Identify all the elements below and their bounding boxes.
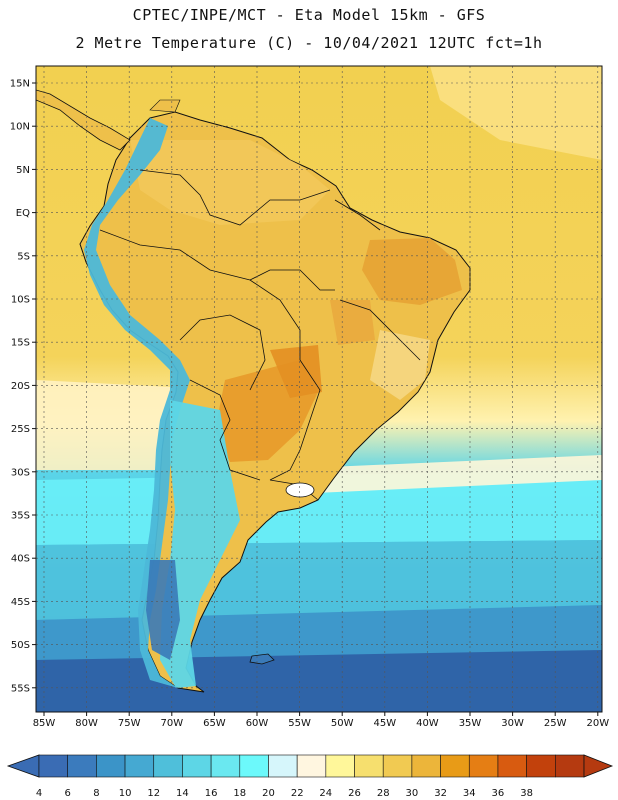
lat-label: 15N [10,79,30,90]
colorbar-cell [411,754,441,778]
lat-label: EQ [16,208,30,219]
colorbar-cell [38,754,68,778]
colorbar-label: 26 [348,788,361,799]
southern-andes-cold [146,560,180,660]
lat-label: 5S [17,251,30,262]
colorbar-high-arrow [583,754,614,778]
colorbar-low-arrow [6,754,40,778]
colorbar-label: 4 [36,788,42,799]
lon-label: 60W [246,718,269,729]
lon-label: 70W [160,718,183,729]
colorbar-cell [96,754,126,778]
colorbar-label: 8 [93,788,99,799]
lat-label: 30S [11,467,30,478]
colorbar-cell [555,754,585,778]
lon-label: 80W [75,718,98,729]
colorbar-labels: 4 6 8 10 12 14 16 18 20 22 24 26 28 30 32 34 36 38 [36,788,533,799]
colorbar-label: 10 [119,788,132,799]
colorbar-cell [268,754,298,778]
colorbar-label: 14 [176,788,189,799]
colorbar-label: 32 [434,788,447,799]
lon-label: 85W [33,718,56,729]
colorbar-label: 38 [520,788,533,799]
colorbar-cell [296,754,327,778]
north-zone [130,140,330,225]
lon-label: 35W [459,718,482,729]
colorbar-label: 16 [205,788,218,799]
colorbar-cell [124,754,155,778]
colorbar-cells [6,754,614,778]
lon-label: 45W [373,718,396,729]
lat-label: 10N [10,122,30,133]
colorbar-cell [497,754,527,778]
colorbar-label: 24 [319,788,332,799]
pale-band-east [260,455,602,495]
colorbar-cell [153,754,183,778]
hot-zone-northeast [362,238,462,305]
lat-label: 25S [11,424,30,435]
title-line-2: 2 Metre Temperature (C) - 10/04/2021 12U… [75,34,543,52]
colorbar-label: 20 [262,788,275,799]
longitude-labels: 85W 80W 75W 70W 65W 60W 55W 50W 45W 40W 35W 30W 25W 2… [33,712,609,729]
colorbar-label: 18 [233,788,246,799]
colorbar-cell [325,754,355,778]
colorbar-label: 22 [291,788,304,799]
lat-label: 20S [11,381,30,392]
lat-label: 15S [11,338,30,349]
map-frame [35,65,603,713]
lat-label: 40S [11,554,30,565]
colorbar-label: 30 [406,788,419,799]
lat-label: 10S [11,295,30,306]
lat-lon-grid [36,66,602,712]
colorbar-cell [239,754,269,778]
latitude-labels: 15N 10N 5N EQ 5S 10S 15S 20S 25S 30S 35S 40S 45S 50S 5… [10,79,36,694]
colorbar-label: 28 [377,788,390,799]
title-line-1: CPTEC/INPE/MCT - Eta Model 15km - GFS [132,6,486,24]
lat-label: 55S [11,683,30,694]
colorbar-label: 34 [463,788,476,799]
colorbar-cell [67,754,97,778]
lat-label: 50S [11,640,30,651]
lat-label: 35S [11,511,30,522]
warm-northeast [430,66,602,160]
colorbar-cell [354,754,384,778]
andes-cold-strip [84,118,190,688]
colorbar-cell [210,754,241,778]
falkland-islands [249,653,275,665]
lon-label: 50W [331,718,354,729]
lon-label: 75W [118,718,141,729]
colorbar-label: 12 [147,788,160,799]
colorbar-cell [526,754,556,778]
lon-label: 65W [203,718,226,729]
hot-zone-cerrado [330,300,375,345]
lon-label: 40W [416,718,439,729]
colorbar-label: 36 [492,788,505,799]
lon-label: 30W [501,718,524,729]
rio-de-la-plata [285,482,315,498]
colorbar-cell [468,754,499,778]
colorbar-label: 6 [65,788,71,799]
map-field [36,66,602,712]
lon-label: 25W [544,718,567,729]
central-america [36,89,131,151]
hot-zone-pantanal [270,345,322,398]
colorbar-cell [440,754,470,778]
lon-label: 20W [586,718,609,729]
lat-label: 45S [11,597,30,608]
lat-label: 5N [16,165,30,176]
caribbean-coast [149,99,181,113]
colorbar-cell [182,754,212,778]
colorbar-cell [382,754,413,778]
patagonia-cool [160,400,240,688]
lon-label: 55W [288,718,311,729]
